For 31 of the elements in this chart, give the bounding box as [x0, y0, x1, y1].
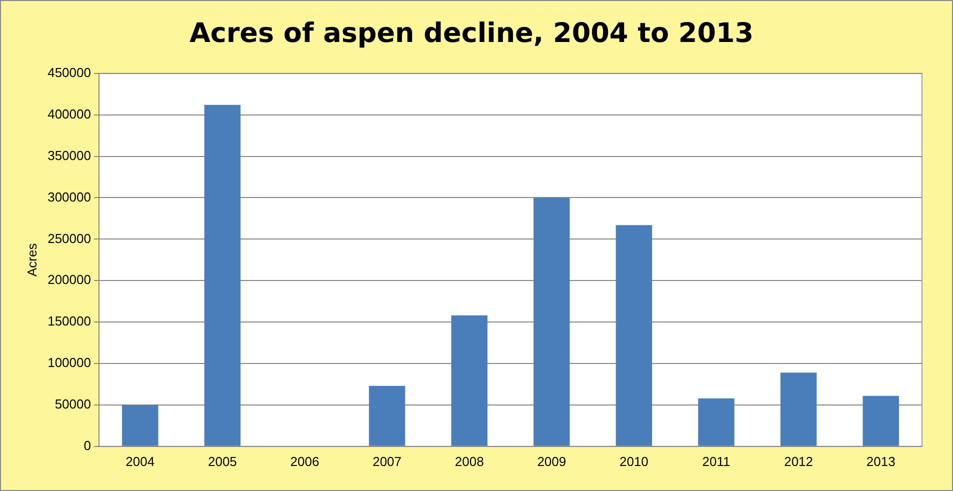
- bar: [698, 398, 734, 446]
- x-tick-label: 2007: [372, 454, 402, 469]
- x-tick-label: 2010: [619, 454, 648, 469]
- y-tick-label: 50000: [54, 396, 91, 412]
- y-tick-label: 300000: [48, 189, 91, 204]
- y-tick-label: 350000: [48, 148, 91, 163]
- bar: [862, 396, 899, 446]
- y-tick-label: 200000: [48, 272, 91, 288]
- x-tick-label: 2006: [290, 454, 320, 469]
- x-tick-label: 2013: [866, 454, 896, 469]
- y-tick-label: 250000: [48, 230, 91, 246]
- chart-title: Acres of aspen decline, 2004 to 2013: [189, 18, 754, 50]
- x-tick-label: 2004: [126, 454, 155, 469]
- y-axis-title: Acres: [24, 242, 40, 277]
- y-tick-label: 100000: [48, 355, 91, 370]
- x-tick-label: 2012: [784, 454, 814, 469]
- bar: [122, 404, 158, 446]
- x-tick-label: 2005: [208, 454, 237, 469]
- x-tick-label: 2009: [537, 454, 566, 469]
- y-tick-label: 450000: [48, 64, 91, 80]
- bar: [368, 386, 406, 446]
- y-tick-label: 400000: [48, 106, 91, 122]
- bar: [534, 198, 570, 446]
- x-tick-label: 2008: [454, 454, 484, 469]
- bar: [204, 104, 241, 446]
- bar: [780, 372, 817, 446]
- y-tick-label: 0: [84, 438, 91, 453]
- bar: [451, 315, 488, 446]
- bar: [616, 225, 652, 446]
- x-tick-label: 2011: [702, 454, 730, 469]
- y-tick-label: 150000: [48, 314, 91, 329]
